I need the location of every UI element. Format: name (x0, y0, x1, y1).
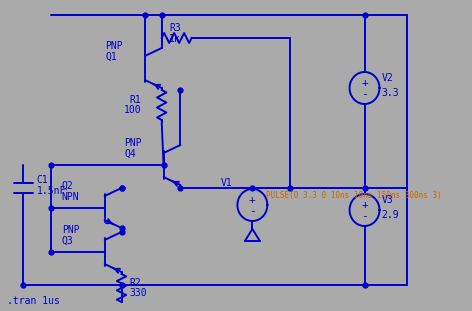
Text: .tran 1us: .tran 1us (8, 296, 60, 306)
Text: 330: 330 (129, 288, 147, 298)
Text: 100: 100 (124, 105, 141, 115)
Text: PULSE(0 3.3 0 10ns 10ns 150ns 300ns 3): PULSE(0 3.3 0 10ns 10ns 150ns 300ns 3) (266, 191, 442, 200)
Text: C1: C1 (36, 175, 48, 185)
Text: -: - (249, 206, 256, 216)
Text: V2: V2 (381, 73, 393, 83)
Text: Q4: Q4 (124, 149, 136, 159)
Text: 3.3: 3.3 (381, 88, 399, 98)
Text: Q3: Q3 (62, 236, 74, 246)
Text: +: + (361, 78, 368, 88)
Text: PNP: PNP (62, 225, 79, 235)
Text: 2.9: 2.9 (381, 210, 399, 220)
Text: +: + (249, 195, 256, 205)
Text: R1: R1 (129, 95, 141, 105)
Text: 1k: 1k (169, 34, 181, 44)
Text: R3: R3 (169, 23, 181, 33)
Text: Q1: Q1 (106, 52, 118, 62)
Text: V1: V1 (220, 178, 232, 188)
Text: -: - (361, 89, 368, 99)
Text: +: + (361, 200, 368, 210)
Text: 1.5nF: 1.5nF (36, 186, 66, 196)
Text: V3: V3 (381, 195, 393, 205)
Text: PNP: PNP (124, 138, 142, 148)
Text: NPN: NPN (62, 192, 79, 202)
Text: -: - (361, 211, 368, 221)
Text: Q2: Q2 (62, 181, 74, 191)
Text: R2: R2 (129, 278, 141, 288)
Text: PNP: PNP (106, 41, 123, 51)
